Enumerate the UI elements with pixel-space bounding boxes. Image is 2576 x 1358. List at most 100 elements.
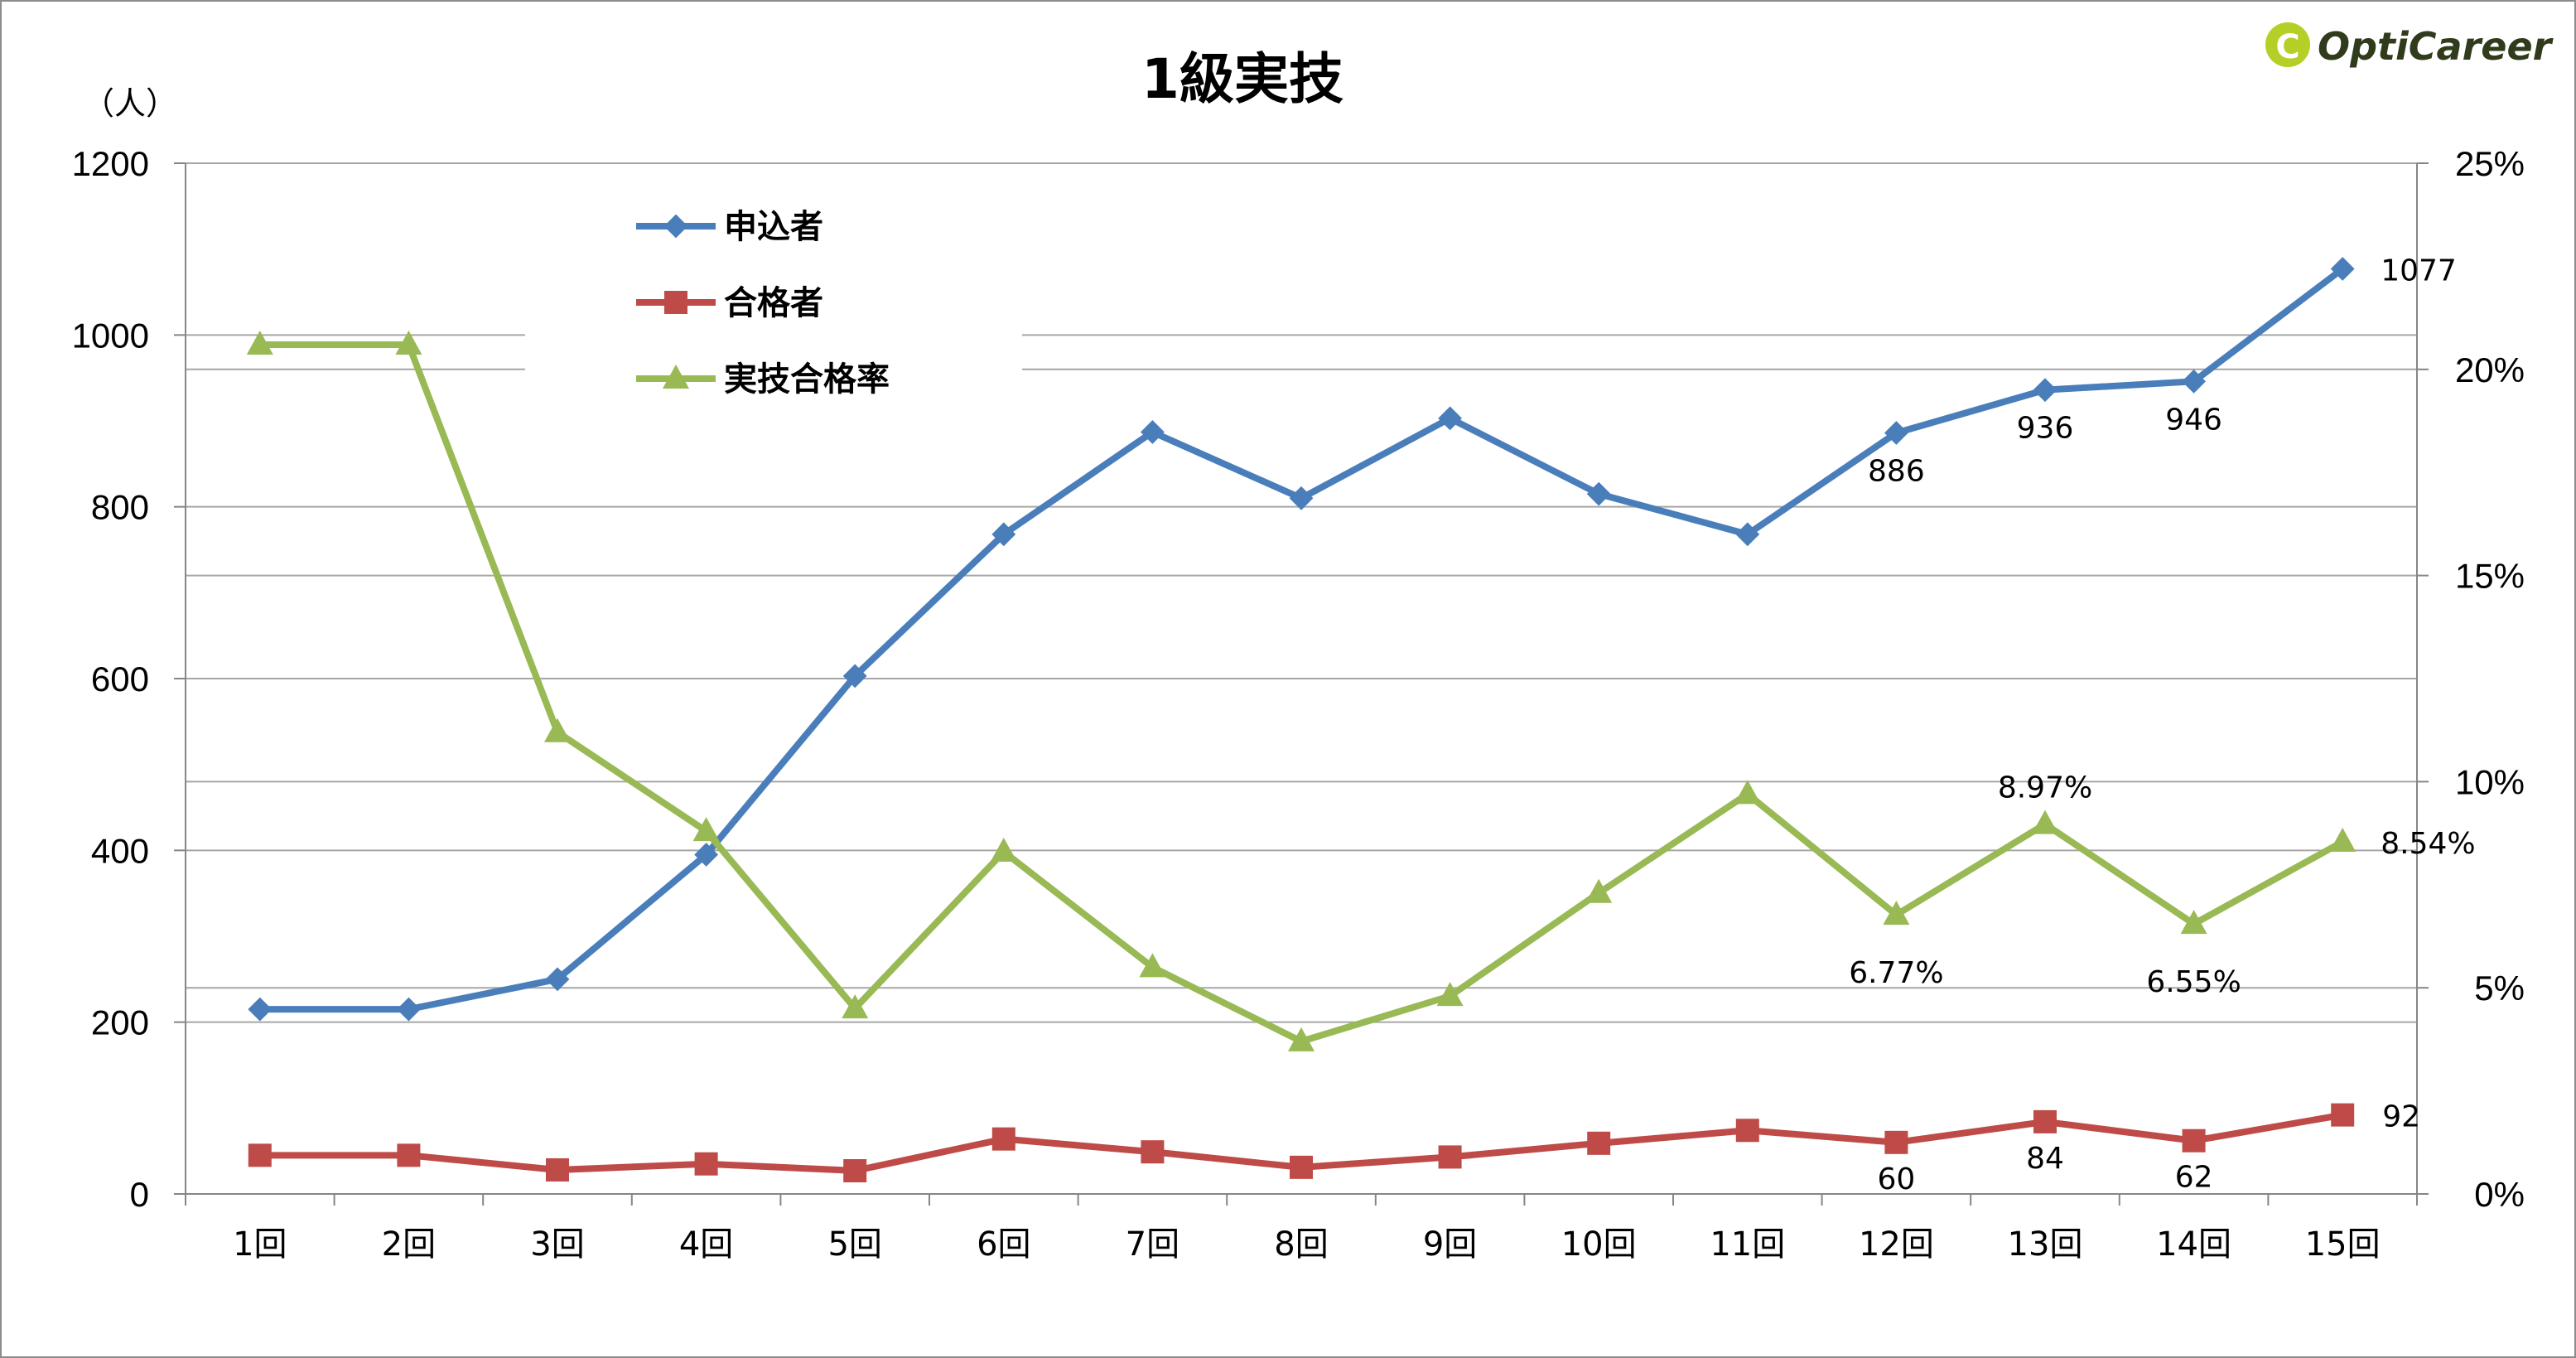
legend-label: 実技合格率 — [724, 360, 890, 399]
chart-title: 1級実技 — [1141, 47, 1343, 111]
x-tick-label: 1回 — [233, 1225, 287, 1264]
series-line — [256, 341, 2347, 1045]
data-label: 62 — [2175, 1161, 2213, 1195]
grid-lines — [186, 162, 2417, 1023]
data-point-triangle — [395, 330, 422, 355]
data-point-triangle — [842, 994, 869, 1019]
data-point-square — [1735, 1119, 1759, 1143]
data-point-diamond — [396, 997, 421, 1022]
brand-logo: C OptiCareer — [2265, 22, 2554, 69]
y-tick-label-left: 800 — [91, 488, 149, 527]
legend-label: 合格者 — [724, 284, 823, 322]
data-point-diamond — [1586, 481, 1611, 506]
data-point-square — [248, 1143, 272, 1167]
data-label: 1077 — [2381, 254, 2457, 288]
data-point-square — [664, 291, 687, 314]
data-point-square — [546, 1157, 569, 1182]
data-point-diamond — [1140, 420, 1165, 444]
data-point-square — [1438, 1145, 1462, 1169]
data-point-triangle — [2032, 809, 2058, 834]
y-tick-label-left: 200 — [91, 1003, 149, 1042]
x-tick-label: 6回 — [977, 1225, 1030, 1264]
data-label: 886 — [1868, 455, 1925, 489]
y-tick-label-right: 25% — [2455, 144, 2525, 183]
data-point-diamond — [663, 214, 688, 239]
data-label: 92 — [2382, 1100, 2420, 1134]
data-point-triangle — [246, 330, 273, 355]
data-point-square — [397, 1143, 421, 1167]
legend-box — [525, 191, 1022, 406]
y-tick-label-right: 0% — [2474, 1175, 2525, 1214]
data-point-square — [2182, 1128, 2206, 1153]
data-point-diamond — [2182, 369, 2207, 394]
y-tick-label-left: 600 — [91, 660, 149, 698]
data-point-diamond — [1438, 406, 1463, 431]
data-point-triangle — [692, 817, 720, 842]
data-label: 6.77% — [1849, 956, 1943, 990]
x-tick-label: 12回 — [1859, 1225, 1934, 1264]
y-tick-label-right: 20% — [2455, 350, 2525, 389]
data-point-triangle — [1288, 1027, 1315, 1051]
data-point-square — [991, 1127, 1015, 1151]
data-point-diamond — [694, 843, 719, 867]
legend-label: 申込者 — [724, 208, 823, 246]
data-label: 84 — [2026, 1142, 2064, 1176]
y-tick-label-left: 0 — [130, 1175, 149, 1214]
data-point-triangle — [1734, 780, 1761, 805]
y-tick-label-right: 5% — [2474, 969, 2525, 1008]
x-tick-label: 3回 — [530, 1225, 584, 1264]
data-label: 936 — [2017, 412, 2074, 446]
y-tick-label-right: 15% — [2455, 557, 2525, 596]
data-point-diamond — [1289, 486, 1314, 510]
data-point-diamond — [2330, 257, 2355, 281]
data-point-square — [1290, 1155, 1313, 1179]
data-point-triangle — [1139, 953, 1166, 978]
data-point-diamond — [248, 997, 273, 1022]
data-point-square — [2033, 1109, 2057, 1133]
data-point-diamond — [545, 967, 570, 992]
data-point-triangle — [1585, 878, 1613, 903]
logo-text: OptiCareer — [2318, 24, 2554, 69]
data-point-diamond — [1735, 522, 1760, 547]
x-tick-label: 13回 — [2008, 1225, 2083, 1264]
x-tick-label: 14回 — [2156, 1225, 2231, 1264]
data-point-triangle — [544, 718, 571, 742]
x-tick-label: 8回 — [1274, 1225, 1328, 1264]
data-label: 60 — [1877, 1162, 1915, 1196]
data-point-square — [1587, 1131, 1611, 1155]
data-label: 8.97% — [1998, 771, 2092, 805]
series-1: 886 936 946 1077 — [248, 254, 2457, 1022]
data-label: 946 — [2165, 403, 2222, 437]
series-area: 886 936 946 1077 60 84 62 92 6.77% 8.97% 6.55% 8.54… — [246, 254, 2476, 1196]
x-tick-label: 15回 — [2305, 1225, 2381, 1264]
x-tick-label: 10回 — [1561, 1225, 1637, 1264]
data-point-triangle — [663, 365, 689, 389]
data-point-diamond — [991, 522, 1016, 547]
data-label: 6.55% — [2146, 965, 2241, 999]
y-tick-label-left: 1200 — [72, 144, 149, 183]
data-point-square — [694, 1152, 718, 1176]
y-axis-unit: （人） — [83, 85, 177, 122]
x-tick-label: 9回 — [1423, 1225, 1477, 1264]
data-point-square — [1884, 1130, 1908, 1154]
y-tick-label-left: 1000 — [72, 316, 149, 355]
logo-badge-icon — [2265, 22, 2310, 67]
data-point-diamond — [842, 664, 867, 689]
data-point-triangle — [2329, 828, 2357, 853]
data-point-triangle — [2180, 910, 2207, 935]
data-point-triangle — [1883, 901, 1910, 925]
y-tick-label-left: 400 — [91, 831, 149, 870]
x-tick-label: 2回 — [382, 1225, 436, 1264]
logo-badge-letter: C — [2275, 28, 2299, 66]
x-tick-label: 11回 — [1710, 1225, 1785, 1264]
data-label: 8.54% — [2381, 827, 2475, 861]
series-2: 60 84 62 92 — [248, 1100, 2420, 1196]
x-tick-label: 4回 — [679, 1225, 733, 1264]
x-tick-label: 7回 — [1126, 1225, 1179, 1264]
data-point-diamond — [1884, 421, 1908, 445]
data-point-square — [1141, 1140, 1165, 1164]
data-point-square — [2331, 1103, 2355, 1127]
data-point-diamond — [2033, 378, 2057, 403]
